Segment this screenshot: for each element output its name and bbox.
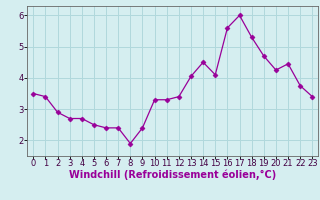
- X-axis label: Windchill (Refroidissement éolien,°C): Windchill (Refroidissement éolien,°C): [69, 170, 276, 180]
